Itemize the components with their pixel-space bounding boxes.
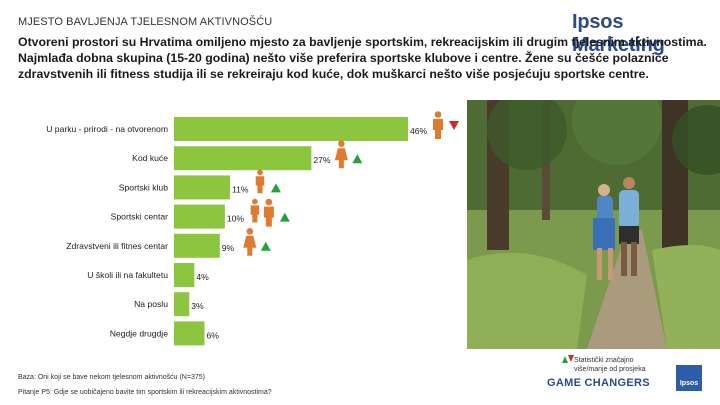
bar [174, 233, 220, 258]
trend-up-icon [260, 241, 271, 251]
value-label: 6% [207, 330, 220, 340]
trend-up-icon [352, 154, 363, 164]
value-label: 4% [196, 272, 209, 282]
category-label: U parku - prirodi - na otvorenom [46, 124, 168, 134]
person-young-icon [250, 198, 260, 223]
game-changers-tagline: GAME CHANGERS [547, 377, 650, 389]
significance-legend-icon [562, 355, 574, 363]
value-label: 10% [227, 214, 245, 224]
category-label: Na poslu [134, 299, 168, 309]
category-label: Kod kuće [132, 153, 168, 163]
category-label: Zdravstveni ili fitnes centar [66, 241, 168, 251]
bar [174, 117, 408, 141]
value-label: 9% [222, 243, 235, 253]
bar [174, 175, 230, 200]
person-male-icon [263, 198, 274, 227]
category-label: Sportski klub [119, 182, 168, 192]
brand-logo: Ipsos Marketing [572, 11, 665, 56]
hikers-photo [467, 100, 720, 349]
trend-down-icon [449, 121, 459, 130]
trend-up-icon [270, 183, 281, 193]
person-young-icon [255, 169, 265, 194]
category-label: Sportski centar [111, 212, 168, 222]
trend-up-icon [279, 212, 290, 222]
significance-legend: Statistički značajno više/manje od prosj… [574, 357, 646, 373]
page-headline: Otvoreni prostori su Hrvatima omiljeno m… [18, 35, 707, 81]
category-label: Negdje drugdje [110, 328, 169, 338]
person-female-icon [243, 228, 257, 256]
category-label: U školi ili na fakultetu [87, 270, 168, 280]
bar [174, 321, 205, 346]
value-label: 27% [313, 155, 331, 165]
value-label: 3% [191, 301, 204, 311]
bar [174, 146, 312, 171]
value-label: 46% [410, 126, 428, 136]
ipsos-logo: Ipsos [676, 365, 702, 391]
question-note: Pitanje P5: Gdje se uobičajeno bavite ti… [18, 389, 272, 396]
value-label: 11% [232, 184, 249, 194]
person-male-icon [433, 111, 443, 139]
base-note: Baza: Oni koji se bave nekom tjelesnom a… [18, 374, 205, 381]
bar [174, 292, 190, 317]
person-female-icon [334, 140, 348, 169]
bar [174, 204, 225, 229]
bar [174, 263, 195, 287]
section-kicker: MJESTO BAVLJENJA TJELESNOM AKTIVNOŠĆU [18, 16, 273, 28]
